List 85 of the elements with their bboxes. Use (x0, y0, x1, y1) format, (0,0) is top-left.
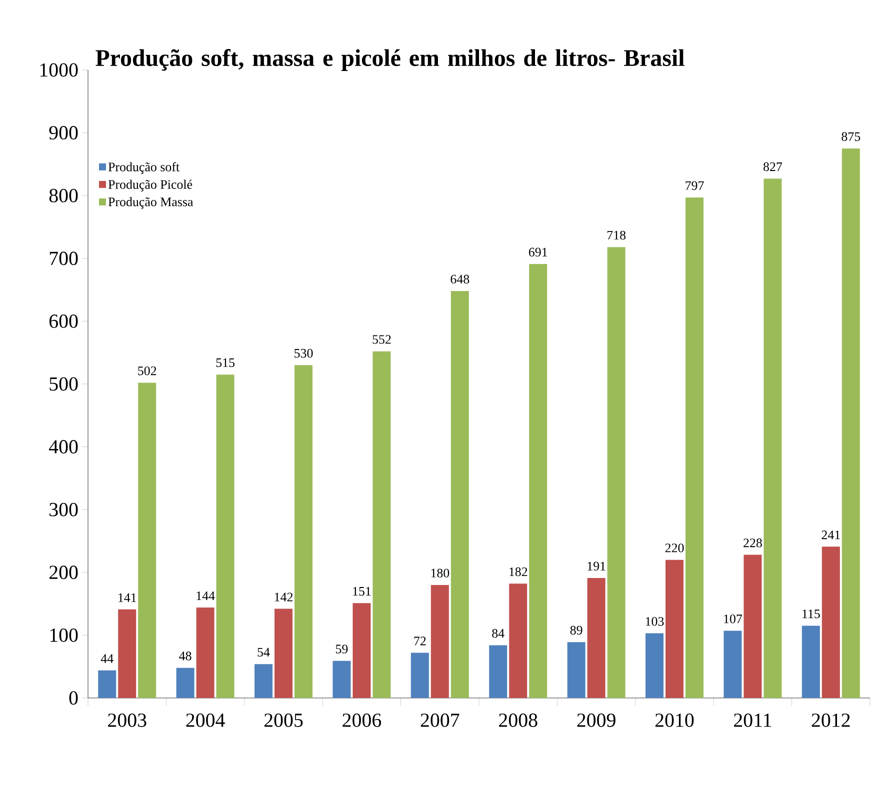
y-tick-label: 800 (49, 188, 78, 202)
bar (430, 584, 449, 698)
y-tick-label: 900 (49, 126, 78, 140)
bar (98, 670, 116, 698)
bar (196, 608, 214, 698)
bar (529, 264, 548, 698)
data-label: 59 (336, 644, 348, 654)
bar (724, 630, 742, 698)
bar (489, 645, 508, 698)
data-label: 115 (802, 610, 820, 618)
x-tick-label: 2003 (108, 714, 146, 727)
data-label: 191 (588, 562, 606, 571)
data-label: 103 (646, 617, 664, 626)
bar (410, 652, 429, 698)
data-label: 648 (450, 274, 470, 284)
chart-title: Produção soft, massa e picolé em milhos de litros- Brasil (96, 49, 684, 71)
bar (607, 247, 626, 698)
data-label: 718 (607, 230, 626, 240)
bar (646, 633, 664, 698)
data-label: 142 (274, 592, 293, 602)
bar (450, 291, 469, 698)
y-tick-label: 500 (50, 377, 78, 391)
data-label: 530 (294, 348, 313, 358)
y-tick-label: 0 (69, 691, 78, 705)
bar (567, 642, 586, 698)
y-tick-label: 600 (49, 314, 78, 328)
bar (802, 626, 820, 698)
data-label: 182 (510, 567, 528, 576)
bar (138, 382, 156, 698)
data-label: 552 (372, 335, 391, 344)
bar (822, 546, 840, 698)
x-tick-label: 2005 (264, 714, 303, 727)
data-label: 89 (570, 626, 582, 635)
x-tick-label: 2012 (812, 714, 850, 727)
y-tick-label: 1000 (40, 63, 78, 77)
y-tick-label: 700 (50, 252, 78, 266)
bar (176, 668, 194, 698)
data-label: 875 (842, 132, 860, 141)
data-label: 241 (822, 530, 840, 540)
bar (764, 178, 782, 698)
data-label: 515 (216, 358, 235, 368)
data-label: 107 (724, 614, 742, 624)
x-tick-label: 2009 (577, 714, 616, 727)
bar (294, 365, 312, 698)
data-label: 691 (528, 248, 548, 257)
x-tick-label: 2007 (420, 714, 460, 727)
bar (254, 664, 273, 698)
bar (216, 374, 234, 698)
data-label: 228 (744, 538, 762, 548)
data-label: 44 (100, 654, 114, 663)
data-label: 502 (138, 366, 156, 376)
x-tick-label: 2008 (499, 714, 538, 727)
bar (842, 148, 860, 698)
bar (686, 197, 704, 698)
bar (666, 560, 684, 698)
legend-label: Produção soft (108, 162, 180, 174)
data-label: 144 (196, 591, 215, 600)
bar (332, 660, 351, 698)
bar (274, 608, 293, 698)
data-label: 827 (763, 162, 782, 172)
data-label: 797 (686, 181, 704, 190)
bar (587, 578, 606, 698)
bar (352, 603, 371, 698)
y-tick-label: 100 (50, 628, 78, 642)
y-tick-label: 300 (50, 502, 78, 516)
data-label: 54 (258, 648, 270, 657)
x-tick-label: 2006 (342, 714, 382, 727)
data-label: 141 (118, 593, 136, 602)
bar (509, 584, 528, 698)
bar (372, 351, 391, 698)
y-tick-label: 400 (48, 440, 78, 454)
legend-label: Produção Massa (108, 197, 194, 209)
data-label: 72 (414, 636, 426, 646)
data-label: 151 (353, 586, 371, 596)
data-label: 84 (492, 628, 504, 638)
x-tick-label: 2010 (655, 714, 694, 727)
x-tick-label: 2004 (186, 714, 225, 727)
bar (744, 554, 762, 698)
data-label: 180 (431, 568, 450, 578)
legend-label: Produção Picolé (108, 180, 192, 192)
data-label: 48 (179, 652, 192, 660)
bar (118, 609, 136, 698)
x-tick-label: 2011 (734, 714, 772, 727)
y-tick-label: 200 (49, 566, 78, 580)
data-label: 220 (665, 544, 684, 552)
